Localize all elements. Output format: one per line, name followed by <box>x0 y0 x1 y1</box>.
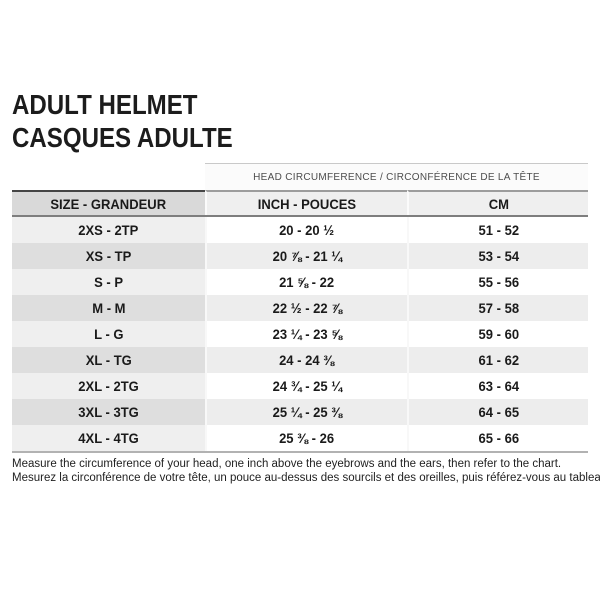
size-text: 2XS - 2TP <box>78 222 139 238</box>
inch-text: 20 - 20 ½ <box>279 222 335 238</box>
cm-text: 64 - 65 <box>478 404 519 420</box>
inch-cell: 24 - 24 ⅜ <box>205 347 407 373</box>
inch-text: 22 ½ - 22 ⅞ <box>272 300 342 316</box>
inch-text: 25 ⅜ - 26 <box>279 430 335 446</box>
column-header-inch: INCH - POUCES <box>205 190 407 215</box>
head-circumference-label: HEAD CIRCUMFERENCE / CIRCONFÉRENCE DE LA… <box>253 171 540 183</box>
instructions-en: Measure the circumference of your head, … <box>12 458 562 470</box>
table-row: L - G 23 ¼ - 23 ⅝ 59 - 60 <box>12 321 588 347</box>
size-text: L - G <box>93 326 124 342</box>
table-row: 4XL - 4TG 25 ⅜ - 26 65 - 66 <box>12 425 588 451</box>
size-text: M - M <box>91 300 126 316</box>
cm-text: 57 - 58 <box>478 300 519 316</box>
table-row: M - M 22 ½ - 22 ⅞ 57 - 58 <box>12 295 588 321</box>
inch-text: 24 - 24 ⅜ <box>279 352 335 368</box>
column-header-cm: CM <box>407 190 588 215</box>
size-text: 2XL - 2TG <box>78 378 139 394</box>
inch-cell: 23 ¼ - 23 ⅝ <box>205 321 407 347</box>
size-text: 4XL - 4TG <box>78 430 139 446</box>
size-cell: 3XL - 3TG <box>12 399 205 425</box>
title-text-fr: CASQUES ADULTE <box>12 122 233 153</box>
table-header-row: SIZE - GRANDEUR INCH - POUCES CM <box>12 190 588 217</box>
cm-cell: 51 - 52 <box>407 217 588 243</box>
inch-cell: 25 ⅜ - 26 <box>205 425 407 451</box>
inch-text: 21 ⅝ - 22 <box>279 274 335 290</box>
inch-cell: 22 ½ - 22 ⅞ <box>205 295 407 321</box>
cm-cell: 65 - 66 <box>407 425 588 451</box>
page-title: ADULT HELMET CASQUES ADULTE <box>12 88 269 154</box>
inch-cell: 24 ¾ - 25 ¼ <box>205 373 407 399</box>
inch-text: 23 ¼ - 23 ⅝ <box>272 326 342 342</box>
title-line-en: ADULT HELMET <box>12 88 269 121</box>
cm-text: 61 - 62 <box>478 352 519 368</box>
cm-cell: 53 - 54 <box>407 243 588 269</box>
size-text: XS - TP <box>85 248 132 264</box>
size-cell: XL - TG <box>12 347 205 373</box>
cm-text: 63 - 64 <box>478 378 519 394</box>
inch-text: 20 ⅞ - 21 ¼ <box>272 248 342 264</box>
title-text-en: ADULT HELMET <box>12 89 198 120</box>
table-row: S - P 21 ⅝ - 22 55 - 56 <box>12 269 588 295</box>
cm-cell: 64 - 65 <box>407 399 588 425</box>
cm-cell: 57 - 58 <box>407 295 588 321</box>
cm-text: 65 - 66 <box>478 430 519 446</box>
size-cell: M - M <box>12 295 205 321</box>
inch-cell: 20 ⅞ - 21 ¼ <box>205 243 407 269</box>
cm-text: 55 - 56 <box>478 274 519 290</box>
cm-text: 53 - 54 <box>478 248 519 264</box>
size-chart-table: HEAD CIRCUMFERENCE / CIRCONFÉRENCE DE LA… <box>12 163 588 453</box>
cm-cell: 55 - 56 <box>407 269 588 295</box>
table-row: XL - TG 24 - 24 ⅜ 61 - 62 <box>12 347 588 373</box>
inch-cell: 20 - 20 ½ <box>205 217 407 243</box>
title-line-fr: CASQUES ADULTE <box>12 121 269 154</box>
size-text: XL - TG <box>85 352 132 368</box>
size-cell: 4XL - 4TG <box>12 425 205 451</box>
cm-cell: 61 - 62 <box>407 347 588 373</box>
table-bottom-border <box>12 451 588 453</box>
inch-text: 25 ¼ - 25 ⅜ <box>272 404 342 420</box>
size-cell: 2XL - 2TG <box>12 373 205 399</box>
inch-text: 24 ¾ - 25 ¼ <box>272 378 342 394</box>
size-text: 3XL - 3TG <box>78 404 139 420</box>
cm-cell: 59 - 60 <box>407 321 588 347</box>
column-header-size: SIZE - GRANDEUR <box>12 190 205 215</box>
size-cell: L - G <box>12 321 205 347</box>
size-cell: 2XS - 2TP <box>12 217 205 243</box>
instructions: Measure the circumference of your head, … <box>12 457 600 485</box>
inch-cell: 21 ⅝ - 22 <box>205 269 407 295</box>
head-circumference-band: HEAD CIRCUMFERENCE / CIRCONFÉRENCE DE LA… <box>205 163 588 190</box>
cm-text: 51 - 52 <box>478 222 519 238</box>
cm-cell: 63 - 64 <box>407 373 588 399</box>
table-row: 3XL - 3TG 25 ¼ - 25 ⅜ 64 - 65 <box>12 399 588 425</box>
table-row: 2XL - 2TG 24 ¾ - 25 ¼ 63 - 64 <box>12 373 588 399</box>
table-row: XS - TP 20 ⅞ - 21 ¼ 53 - 54 <box>12 243 588 269</box>
table-body: 2XS - 2TP 20 - 20 ½ 51 - 52 XS - TP 20 ⅞… <box>12 217 588 451</box>
size-cell: XS - TP <box>12 243 205 269</box>
table-row: 2XS - 2TP 20 - 20 ½ 51 - 52 <box>12 217 588 243</box>
instructions-fr: Mesurez la circonférence de votre tête, … <box>12 472 600 484</box>
size-text: S - P <box>94 274 123 290</box>
inch-cell: 25 ¼ - 25 ⅜ <box>205 399 407 425</box>
cm-text: 59 - 60 <box>478 326 519 342</box>
size-cell: S - P <box>12 269 205 295</box>
